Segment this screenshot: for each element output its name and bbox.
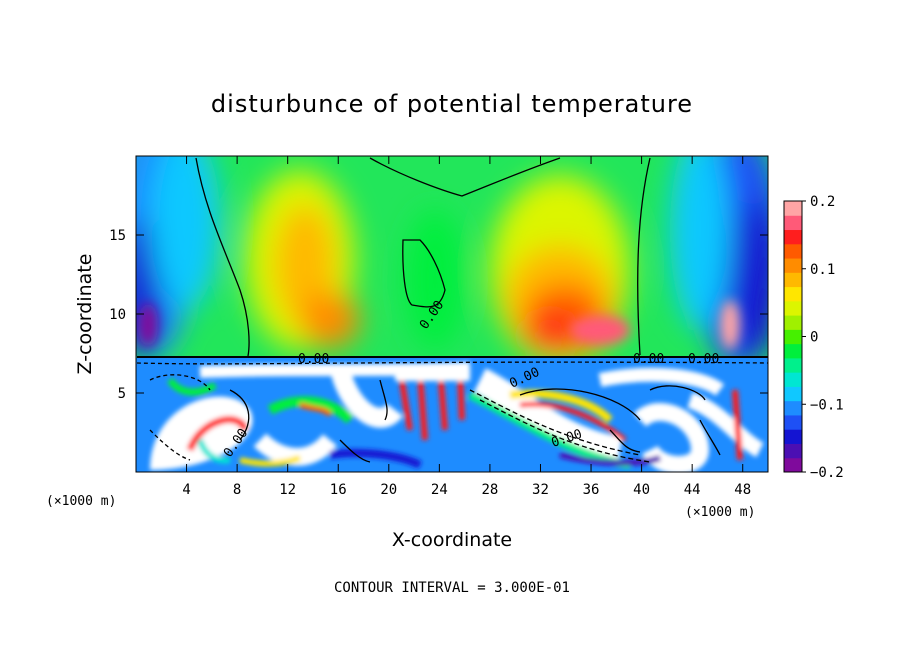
contour-label: 0.00 <box>633 352 664 367</box>
x-tick-label: 4 <box>182 482 190 498</box>
colorbar-swatch <box>784 229 802 245</box>
contour-label: 0.00 <box>298 352 329 367</box>
colorbar-tick-label: 0.2 <box>810 194 835 210</box>
x-tick-label: 48 <box>734 482 751 498</box>
x-tick-label: 12 <box>279 482 296 498</box>
colorbar-swatch <box>784 457 802 473</box>
colorbar-swatch <box>784 286 802 302</box>
y-tick-label: 15 <box>109 228 126 244</box>
colorbar-swatch <box>784 429 802 444</box>
colorbar-swatch <box>784 386 802 402</box>
x-tick-label: 36 <box>583 482 600 498</box>
y-tick-label: 5 <box>118 386 126 402</box>
x-axis-label: X-coordinate <box>392 529 512 551</box>
colorbar-swatch <box>784 343 802 359</box>
contour-label: 0.00 <box>688 352 719 367</box>
contour-interval-note: CONTOUR INTERVAL = 3.000E-01 <box>334 580 570 596</box>
colorbar-swatch <box>784 258 802 273</box>
colorbar-swatch <box>784 329 802 345</box>
colorbar-swatch <box>784 443 802 459</box>
x-tick-label: 16 <box>330 482 347 498</box>
colorbar-swatch <box>784 357 802 373</box>
x-tick-label: 40 <box>633 482 650 498</box>
x-tick-label: 32 <box>532 482 549 498</box>
colorbar-swatch <box>784 300 802 316</box>
x-unit-left: (×1000 m) <box>46 494 116 509</box>
x-unit-right: (×1000 m) <box>685 505 755 520</box>
colorbar-swatch <box>784 315 802 330</box>
colorbar-tick-label: −0.2 <box>810 465 844 481</box>
x-axis: 4 8 12 16 20 24 28 32 36 40 44 48 <box>182 156 751 498</box>
y-axis-label: Z-coordinate <box>74 254 96 375</box>
colorbar: 0.2 0.1 0 −0.1 −0.2 <box>783 194 844 481</box>
colorbar-swatch <box>784 215 802 231</box>
x-tick-label: 8 <box>233 482 241 498</box>
heatmap-field: 0.00 0.00 0.00 0.00 0.00 0.00 0.00 <box>136 156 768 472</box>
colorbar-swatch <box>784 414 802 430</box>
x-tick-label: 28 <box>481 482 498 498</box>
chart-title: disturbunce of potential temperature <box>211 90 693 118</box>
x-tick-label: 24 <box>431 482 448 498</box>
colorbar-swatch <box>784 201 802 216</box>
x-tick-label: 44 <box>684 482 701 498</box>
y-axis: 5 10 15 <box>109 228 768 402</box>
x-tick-label: 20 <box>380 482 397 498</box>
colorbar-swatch <box>784 243 802 259</box>
colorbar-tick-label: 0 <box>810 330 818 346</box>
colorbar-tick-label: 0.1 <box>810 262 835 278</box>
colorbar-swatch <box>784 372 802 387</box>
colorbar-swatch <box>784 272 802 288</box>
colorbar-swatch <box>784 400 802 416</box>
colorbar-tick-label: −0.1 <box>810 397 844 413</box>
y-tick-label: 10 <box>109 307 126 323</box>
